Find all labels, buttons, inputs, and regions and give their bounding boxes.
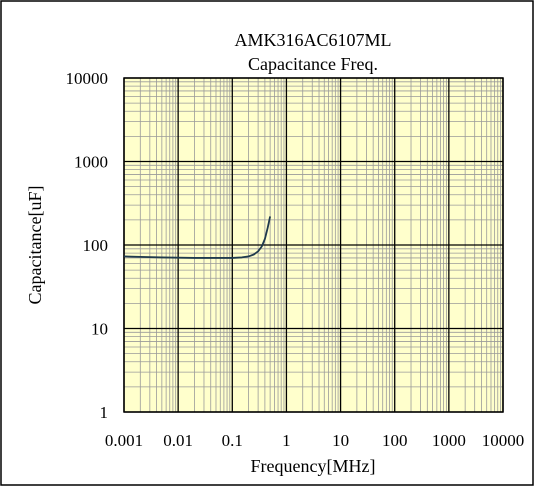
y-tick-label: 10	[91, 320, 108, 339]
x-tick-label: 0.01	[163, 431, 193, 450]
y-tick-label: 10000	[66, 69, 109, 88]
x-tick-label: 100	[382, 431, 408, 450]
y-tick-label: 1000	[74, 153, 108, 172]
y-axis-label: Capacitance[uF]	[25, 186, 45, 305]
x-tick-label: 0.001	[105, 431, 143, 450]
chart-subtitle: Capacitance Freq.	[248, 54, 378, 74]
grid-minor-horizontal	[124, 81, 503, 388]
x-tick-label: 0.1	[222, 431, 243, 450]
x-tick-label: 10	[332, 431, 349, 450]
x-tick-label: 1	[282, 431, 291, 450]
plot-frame	[123, 77, 504, 413]
x-axis-label: Frequency[MHz]	[251, 456, 376, 476]
series-layer	[123, 216, 272, 259]
y-tick-label: 100	[83, 236, 109, 255]
x-tick-label: 10000	[482, 431, 525, 450]
x-tick-labels: 0.001 0.01 0.1 1 10 100 1000 10000	[105, 431, 524, 450]
y-tick-label: 1	[100, 403, 109, 422]
chart-title: AMK316AC6107ML	[234, 30, 391, 50]
series-line	[123, 216, 272, 259]
x-tick-label: 1000	[432, 431, 466, 450]
y-tick-labels: 1 10 100 1000 10000	[66, 69, 109, 422]
